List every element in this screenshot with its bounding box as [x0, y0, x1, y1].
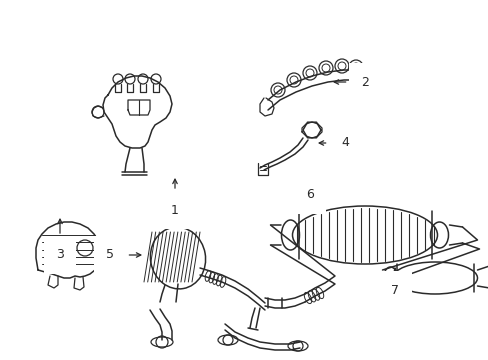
Text: 6: 6: [305, 189, 313, 209]
Circle shape: [348, 60, 362, 74]
Circle shape: [270, 83, 285, 97]
Circle shape: [286, 73, 301, 87]
Text: 4: 4: [319, 136, 348, 149]
Text: 1: 1: [171, 179, 179, 216]
Text: 5: 5: [106, 248, 141, 261]
Text: 7: 7: [390, 268, 398, 297]
Text: 3: 3: [56, 219, 64, 261]
Ellipse shape: [77, 240, 93, 256]
Circle shape: [318, 61, 332, 75]
Text: 2: 2: [333, 76, 368, 89]
Ellipse shape: [49, 240, 71, 256]
Circle shape: [303, 66, 316, 80]
Circle shape: [334, 59, 348, 73]
